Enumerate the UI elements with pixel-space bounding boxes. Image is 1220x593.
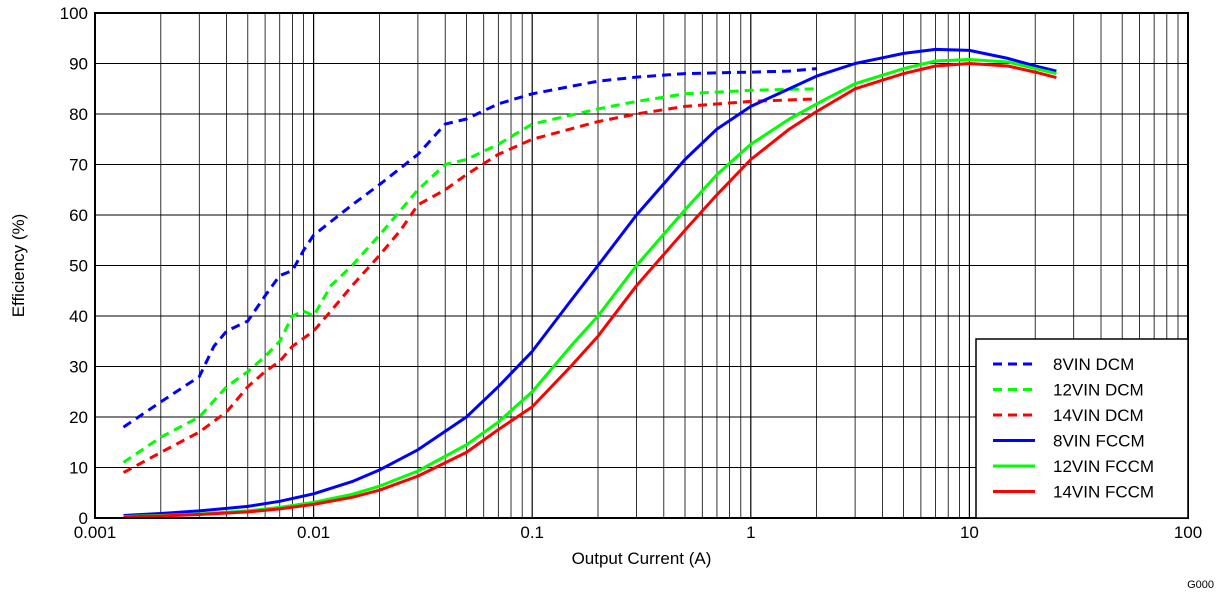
y-tick-label: 50 <box>69 257 88 276</box>
x-tick-label: 10 <box>960 523 979 542</box>
series-line-8vin-dcm <box>122 67 817 429</box>
series-line-14vin-fccm <box>123 62 1057 519</box>
y-tick-label: 0 <box>79 509 88 528</box>
x-tick-label: 0.001 <box>74 523 117 542</box>
legend-label: 8VIN FCCM <box>1053 432 1145 451</box>
y-tick-label: 70 <box>69 156 88 175</box>
y-axis-label: Efficiency (%) <box>9 214 28 318</box>
series-line-12vin-fccm <box>123 58 1057 518</box>
plot-frame <box>94 12 1189 519</box>
series-line-12vin-dcm <box>122 87 817 464</box>
y-tick-label: 80 <box>69 105 88 124</box>
series-line-8vin-fccm <box>123 47 1057 517</box>
x-tick-label: 0.1 <box>520 523 544 542</box>
x-tick-label: 0.01 <box>297 523 330 542</box>
series-lines <box>122 47 1057 519</box>
legend-label: 14VIN FCCM <box>1053 483 1154 502</box>
series-line-14vin-dcm <box>122 97 817 474</box>
y-tick-label: 10 <box>69 459 88 478</box>
legend-label: 14VIN DCM <box>1053 406 1144 425</box>
y-tick-label: 20 <box>69 408 88 427</box>
tick-labels: 0.001 0.01 0.1 1 10 100 0 10 20 30 40 50 60 70 80 90 100 <box>60 4 1203 542</box>
legend: 8VIN DCM 12VIN DCM 14VIN DCM 8VIN FCCM 12VIN… <box>975 338 1189 519</box>
legend-label: 8VIN DCM <box>1053 355 1134 374</box>
legend-label: 12VIN DCM <box>1053 381 1144 400</box>
x-axis-label: Output Current (A) <box>572 549 712 568</box>
legend-label: 12VIN FCCM <box>1053 457 1154 476</box>
y-tick-label: 100 <box>60 4 88 23</box>
legend-box <box>975 338 1189 519</box>
x-tick-label: 100 <box>1174 523 1202 542</box>
y-tick-label: 30 <box>69 358 88 377</box>
corner-note: G000 <box>1187 579 1214 591</box>
y-tick-label: 90 <box>69 55 88 74</box>
y-tick-label: 40 <box>69 307 88 326</box>
y-tick-label: 60 <box>69 206 88 225</box>
x-tick-label: 1 <box>746 523 755 542</box>
